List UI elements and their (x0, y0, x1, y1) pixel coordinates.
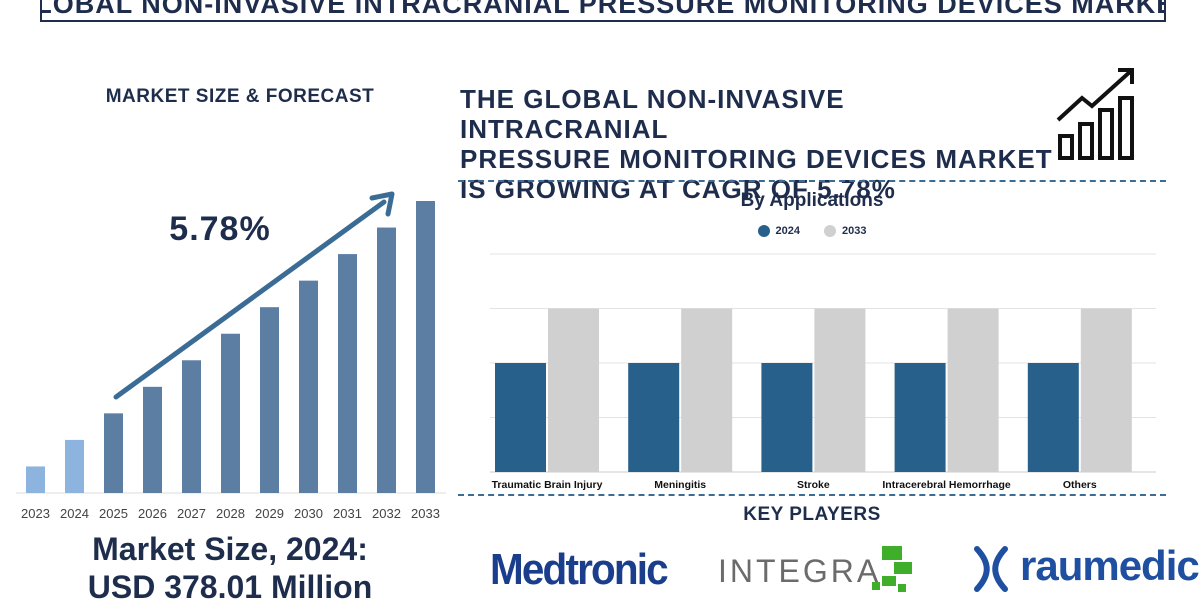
forecast-bar (65, 439, 84, 493)
market-size-line-1: Market Size, 2024: (92, 531, 368, 567)
app-bar-2024 (628, 363, 680, 472)
forecast-chart: 2023 2024 2025 2026 2027 2028 2029 2030 2031 2032… (16, 191, 446, 521)
cagr-value: 5.78% (169, 210, 271, 248)
legend-swatch-2033 (824, 225, 836, 237)
forecast-tick-label: 2033 (411, 506, 440, 521)
app-category-label: Traumatic Brain Injury (492, 479, 603, 491)
divider-bottom (458, 494, 1166, 496)
app-bar-2033 (681, 308, 733, 472)
forecast-tick-label: 2026 (138, 506, 167, 521)
forecast-bar (143, 386, 162, 493)
growth-arrow (113, 199, 387, 400)
integra-mark-icon (872, 546, 912, 592)
key-players-title: KEY PLAYERS (743, 504, 881, 525)
market-size-text: Market Size, 2024: USD 378.01 Million (30, 530, 430, 606)
app-bar-2033 (947, 308, 999, 472)
forecast-tick-label: 2030 (294, 506, 323, 521)
forecast-bar (182, 360, 201, 493)
headline-line-2: PRESSURE MONITORING DEVICES MARKET (460, 144, 1053, 174)
forecast-bar (377, 227, 396, 493)
raumedic-mark-icon (974, 546, 1008, 592)
applications-legend: 2024 2033 (458, 225, 1166, 237)
app-bar-2024 (894, 363, 946, 472)
legend-item-2024: 2024 (757, 225, 800, 237)
forecast-subtitle: MARKET SIZE & FORECAST (105, 86, 375, 107)
growth-chart-icon (1056, 68, 1134, 160)
applications-chart: Traumatic Brain Injury Meningitis Stroke In… (490, 253, 1156, 491)
forecast-tick-label: 2032 (372, 506, 401, 521)
app-category-label: Stroke (797, 479, 830, 491)
forecast-bar (416, 201, 435, 493)
applications-title: By Applications (740, 190, 884, 211)
forecast-tick-label: 2024 (60, 506, 89, 521)
divider-top (458, 180, 1166, 182)
app-bar-2033 (1080, 308, 1132, 472)
headline-line-3: IS GROWING AT CAGR OF 5.78% (460, 174, 896, 204)
medtronic-logo: Medtronic (490, 545, 669, 594)
legend-item-2033: 2033 (824, 225, 866, 237)
cagr-headline: THE GLOBAL NON-INVASIVE INTRACRANIAL PRE… (460, 84, 1060, 204)
forecast-tick-label: 2027 (177, 506, 206, 521)
app-bar-2024 (1027, 363, 1079, 472)
forecast-bar (221, 333, 240, 493)
app-bar-2033 (814, 308, 866, 472)
forecast-bar (299, 280, 318, 493)
forecast-tick-label: 2028 (216, 506, 245, 521)
legend-swatch-2024 (757, 225, 770, 237)
app-bar-2033 (548, 308, 599, 472)
legend-label-2024: 2024 (775, 225, 800, 237)
market-size-line-2: USD 378.01 Million (87, 569, 373, 605)
growth-arrow-head (369, 191, 395, 217)
app-bar-2024 (761, 363, 813, 472)
forecast-bar (338, 254, 357, 493)
app-category-label: Others (1063, 479, 1097, 491)
app-bar-2024 (495, 363, 546, 472)
integra-logo: INTEGRA (718, 553, 882, 589)
forecast-tick-label: 2029 (255, 506, 284, 521)
raumedic-logo: raumedic (1020, 542, 1200, 589)
forecast-tick-label: 2025 (99, 506, 128, 521)
headline-line-1: THE GLOBAL NON-INVASIVE INTRACRANIAL (460, 84, 845, 144)
app-category-label: Meningitis (654, 479, 706, 491)
legend-label-2033: 2033 (842, 225, 867, 237)
forecast-tick-label: 2023 (21, 506, 50, 521)
forecast-bar (104, 413, 123, 493)
page-title: GLOBAL NON-INVASIVE INTRACRANIAL PRESSUR… (40, 0, 1166, 22)
forecast-tick-label: 2031 (333, 506, 362, 521)
forecast-bar (260, 307, 279, 493)
app-category-label: Intracerebral Hemorrhage (882, 479, 1011, 491)
forecast-bar (26, 466, 45, 493)
